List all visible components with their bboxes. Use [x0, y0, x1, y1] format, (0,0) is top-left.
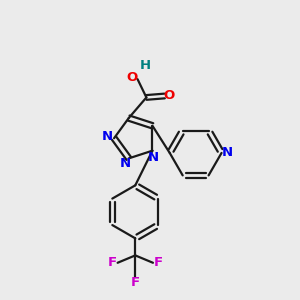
Text: O: O [127, 71, 138, 84]
Text: O: O [164, 89, 175, 103]
Text: F: F [108, 256, 117, 269]
Text: N: N [148, 151, 159, 164]
Text: N: N [102, 130, 113, 143]
Text: H: H [140, 59, 151, 72]
Text: F: F [131, 276, 140, 289]
Text: F: F [154, 256, 163, 269]
Text: N: N [120, 157, 131, 170]
Text: N: N [222, 146, 233, 159]
